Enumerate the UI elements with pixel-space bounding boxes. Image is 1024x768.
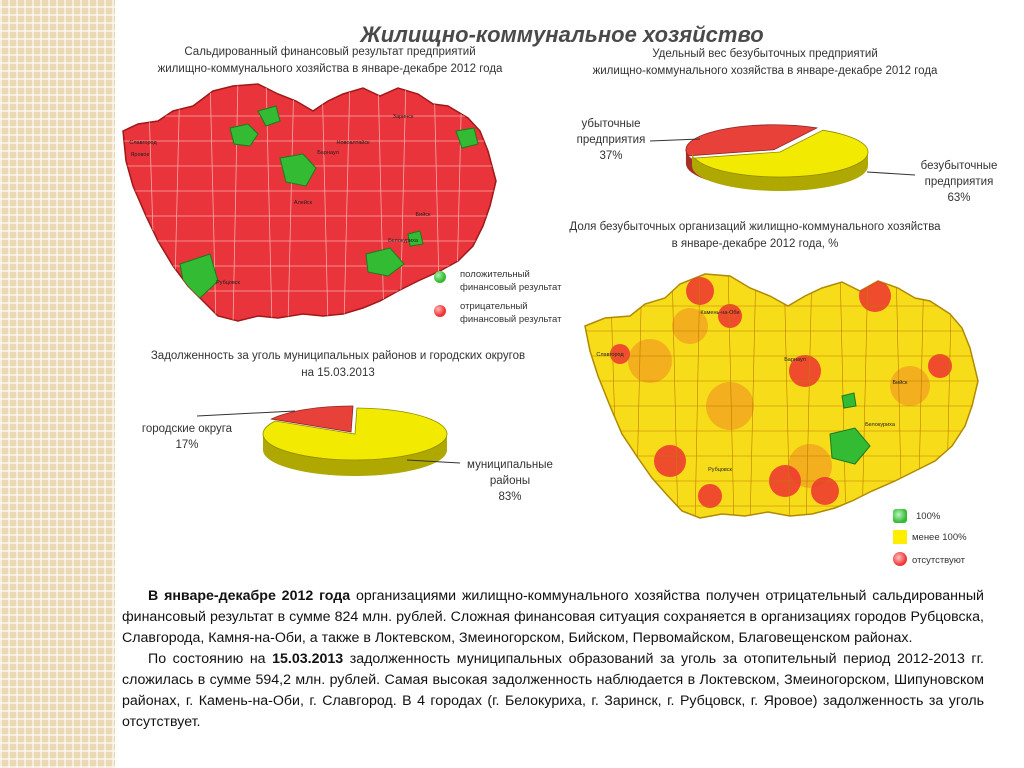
map1-label-zarinsk: Заринск	[393, 114, 414, 120]
district-absent	[610, 344, 630, 364]
pie1-label-loss: убыточные предприятия 37%	[576, 118, 646, 162]
legend-positive-icon	[434, 271, 446, 283]
district-absent	[686, 277, 714, 305]
pie-slice	[685, 124, 819, 157]
district-positive	[229, 123, 259, 147]
district-borders	[585, 274, 978, 518]
pie1-caption: Удельный вес безубыточных предприятий жи…	[540, 46, 990, 80]
map2-label-slavgorod: Славгород	[596, 352, 624, 358]
legend-negative-label: отрицательный финансовый результат	[460, 301, 562, 325]
legend-full-icon	[893, 509, 907, 523]
pie2-title-line2: на 15.03.2013	[301, 367, 375, 379]
map2-label-belokurikha: Белокуриха	[865, 422, 896, 428]
legend-negative-icon	[434, 305, 446, 317]
legend-positive-label: положительный финансовый результат	[460, 269, 562, 293]
district-full	[841, 392, 857, 409]
map1-label-belokurikha: Белокуриха	[388, 238, 419, 244]
pie2-label-districts: муниципальные районы 83%	[467, 459, 553, 503]
legend-full-label: 100%	[916, 511, 941, 522]
map1-label-biysk: Бийск	[416, 211, 432, 218]
pie2-title-line1: Задолженность за уголь муниципальных рай…	[150, 350, 526, 362]
legend-absent-icon	[893, 552, 907, 566]
map1-label-yarovoe: Яровое	[130, 152, 149, 158]
map2-caption: Доля безубыточных организаций жилищно-ко…	[520, 219, 990, 253]
district-full	[829, 427, 871, 465]
district-positive	[365, 247, 405, 277]
pie1-leader-line-loss	[649, 138, 701, 142]
pie2-label-cities: городские округа 17%	[141, 423, 233, 451]
map2-label-biysk: Бийск	[893, 379, 909, 386]
district-partial	[890, 366, 930, 406]
pie1-title-line2: жилищно-коммунального хозяйства в январе…	[592, 65, 938, 77]
pie2-caption: Задолженность за уголь муниципальных рай…	[118, 348, 558, 382]
pie1-label-profit: безубыточные предприятия 63%	[920, 160, 998, 204]
pie-chart-coal-debt	[262, 405, 448, 476]
map1-caption: Сальдированный финансовый результат пред…	[120, 44, 540, 78]
district-absent	[789, 355, 821, 387]
district-absent	[928, 354, 952, 378]
map2-label-barnaul: Барнаул	[784, 357, 806, 363]
map2-label-kamen: Камень-на-Оби	[700, 310, 739, 316]
district-positive	[455, 127, 479, 149]
map2-label-rubtsovsk: Рубцовск	[708, 467, 732, 473]
map2-caption-line2: в январе-декабре 2012 года, %	[671, 238, 839, 250]
pie-slice-side	[692, 152, 868, 191]
map1-label-rubtsovsk: Рубцовск	[216, 280, 240, 286]
pie1-title-line1: Удельный вес безубыточных предприятий	[652, 48, 878, 60]
map1-label-slavgorod: Славгород	[129, 140, 157, 146]
pie-slice	[693, 129, 869, 178]
pie-slice-side	[263, 434, 447, 476]
district-partial	[628, 339, 672, 383]
pie-chart-profitability	[685, 124, 869, 191]
summary-paragraph-1: В январе-декабре 2012 года организациями…	[122, 588, 984, 646]
district-absent	[811, 477, 839, 505]
district-absent	[698, 484, 722, 508]
pie-slice	[270, 405, 354, 433]
district-positive	[257, 105, 281, 127]
breakeven-share-map: Барнаул Камень-на-Оби Бийск Славгород Ру…	[584, 273, 979, 519]
district-absent	[718, 304, 742, 328]
pie2-leader-line-districts	[406, 459, 461, 464]
district-positive	[279, 153, 317, 187]
map1-label-aleysk: Алейск	[294, 199, 313, 206]
financial-result-map: Барнаул Заринск Новоалтайск Рубцовск Але…	[122, 83, 497, 322]
region-outline	[122, 83, 497, 322]
legend-absent-label: отсутствуют	[912, 555, 966, 566]
map1-caption-line2: жилищно-коммунального хозяйства в январе…	[157, 63, 503, 75]
district-absent	[859, 280, 891, 312]
pie-slice	[262, 407, 448, 461]
map1-label-novoaltaysk: Новоалтайск	[337, 139, 371, 146]
legend-partial-label: менее 100%	[912, 532, 967, 543]
pie2-leader-line-cities	[196, 410, 296, 417]
map1-caption-line1: Сальдированный финансовый результат пред…	[184, 46, 476, 58]
district-absent	[654, 445, 686, 477]
summary-text: В январе-декабре 2012 года организациями…	[122, 586, 984, 733]
map1-label-barnaul: Барнаул	[317, 150, 339, 156]
pie1-leader-line-profit	[866, 171, 916, 176]
map2-caption-line1: Доля безубыточных организаций жилищно-ко…	[569, 221, 941, 233]
page-title: Жилищно-коммунальное хозяйство	[360, 22, 764, 47]
district-positive	[407, 230, 424, 247]
legend-partial-icon	[893, 530, 907, 544]
decorative-side-strip	[0, 0, 115, 768]
summary-paragraph-2: По состоянию на 15.03.2013 задолженность…	[122, 651, 984, 730]
